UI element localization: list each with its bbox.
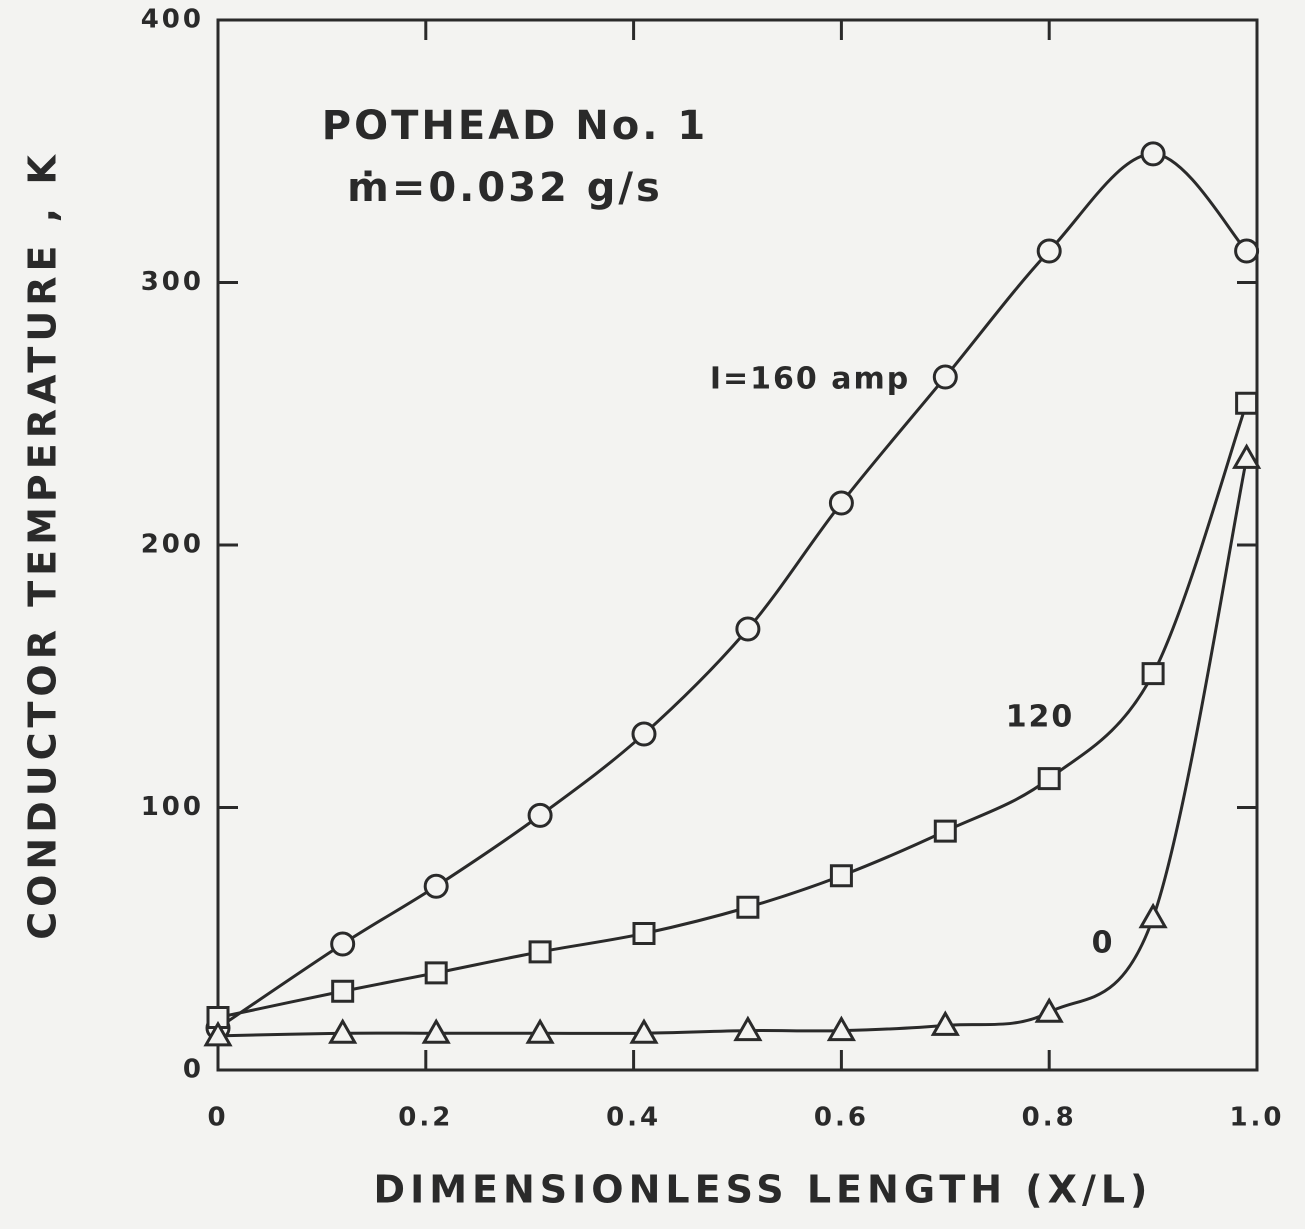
x-tick-label: 0 — [207, 1103, 228, 1133]
x-tick-label: 0.2 — [398, 1103, 453, 1133]
x-tick-label: 0.8 — [1022, 1103, 1077, 1133]
marker — [1235, 391, 1259, 415]
marker — [631, 721, 657, 747]
x-axis-label: DIMENSIONLESS LENGTH (X/L) — [374, 1168, 1153, 1212]
marker — [1234, 238, 1260, 264]
marker — [733, 1015, 763, 1042]
marker — [528, 940, 552, 964]
marker — [629, 1018, 659, 1044]
marker — [1037, 767, 1061, 791]
chart-title: POTHEAD No. 1 — [322, 103, 708, 149]
y-tick-label: 100 — [141, 792, 204, 822]
marker — [331, 979, 355, 1003]
x-tick-label: 1.0 — [1229, 1103, 1284, 1133]
marker — [1141, 662, 1165, 686]
marker — [421, 1018, 451, 1044]
marker — [1232, 443, 1262, 469]
marker — [328, 1018, 358, 1044]
marker — [932, 364, 958, 390]
series-label: I=160 amp — [710, 362, 910, 397]
marker — [735, 616, 761, 642]
series-label: 120 — [1006, 700, 1075, 735]
marker — [527, 802, 553, 828]
marker — [736, 895, 760, 919]
marker — [1036, 238, 1062, 264]
series-line — [217, 402, 1249, 1019]
marker — [826, 1015, 856, 1042]
marker — [829, 864, 853, 888]
marker — [330, 931, 356, 957]
marker — [1138, 902, 1168, 929]
marker — [828, 490, 854, 516]
y-tick-label: 300 — [141, 267, 204, 297]
chart-subtitle: ṁ=0.032 g/s — [347, 165, 663, 211]
x-tick-label: 0.4 — [606, 1103, 661, 1133]
marker — [525, 1018, 555, 1044]
marker — [203, 1020, 233, 1047]
y-tick-label: 200 — [141, 530, 204, 560]
marker — [423, 873, 449, 899]
x-tick-label: 0.6 — [814, 1103, 869, 1133]
y-tick-label: 0 — [183, 1055, 204, 1085]
series-label: 0 — [1092, 926, 1115, 961]
y-tick-label: 400 — [141, 5, 204, 35]
marker — [632, 922, 656, 945]
series-line — [217, 152, 1248, 1030]
marker — [933, 819, 957, 843]
marker — [930, 1010, 960, 1036]
marker — [1140, 141, 1166, 167]
y-axis-label: CONDUCTOR TEMPERATURE , K — [21, 150, 65, 940]
marker — [424, 961, 448, 985]
marker — [1034, 997, 1064, 1023]
